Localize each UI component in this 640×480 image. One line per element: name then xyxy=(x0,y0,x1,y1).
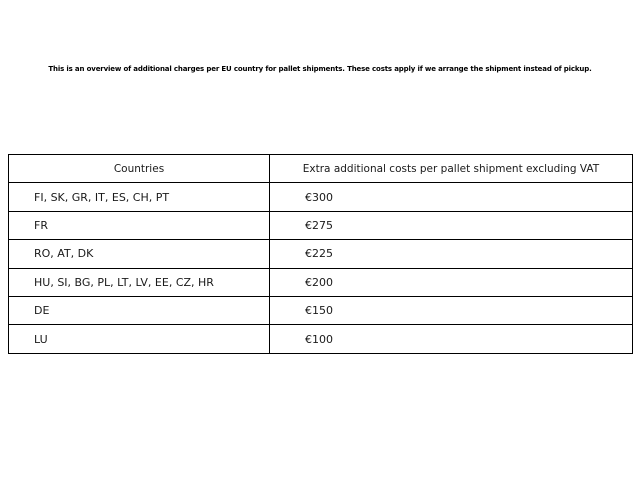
cell-countries: FR xyxy=(8,210,270,241)
table-row: FR €275 xyxy=(8,210,633,241)
overview-caption: This is an overview of additional charge… xyxy=(48,65,592,73)
table-row: DE €150 xyxy=(8,295,633,326)
cell-cost: €275 xyxy=(269,210,633,241)
header-countries: Countries xyxy=(8,153,270,184)
cell-cost: €200 xyxy=(269,267,633,297)
cell-countries: RO, AT, DK xyxy=(8,239,270,269)
cell-cost: €300 xyxy=(269,182,633,212)
cell-cost: €225 xyxy=(269,239,633,269)
cell-cost: €100 xyxy=(269,324,633,354)
table-row: LU €100 xyxy=(8,324,633,354)
charges-table: Countries Extra additional costs per pal… xyxy=(8,153,633,354)
table-row: FI, SK, GR, IT, ES, CH, PT €300 xyxy=(8,182,633,212)
cell-countries: FI, SK, GR, IT, ES, CH, PT xyxy=(8,182,270,212)
header-cost: Extra additional costs per pallet shipme… xyxy=(269,153,633,184)
table-header-row: Countries Extra additional costs per pal… xyxy=(8,153,633,184)
cell-cost: €150 xyxy=(269,295,633,326)
cell-countries: HU, SI, BG, PL, LT, LV, EE, CZ, HR xyxy=(8,267,270,297)
table-row: RO, AT, DK €225 xyxy=(8,239,633,269)
cell-countries: LU xyxy=(8,324,270,354)
table-row: HU, SI, BG, PL, LT, LV, EE, CZ, HR €200 xyxy=(8,267,633,297)
cell-countries: DE xyxy=(8,295,270,326)
